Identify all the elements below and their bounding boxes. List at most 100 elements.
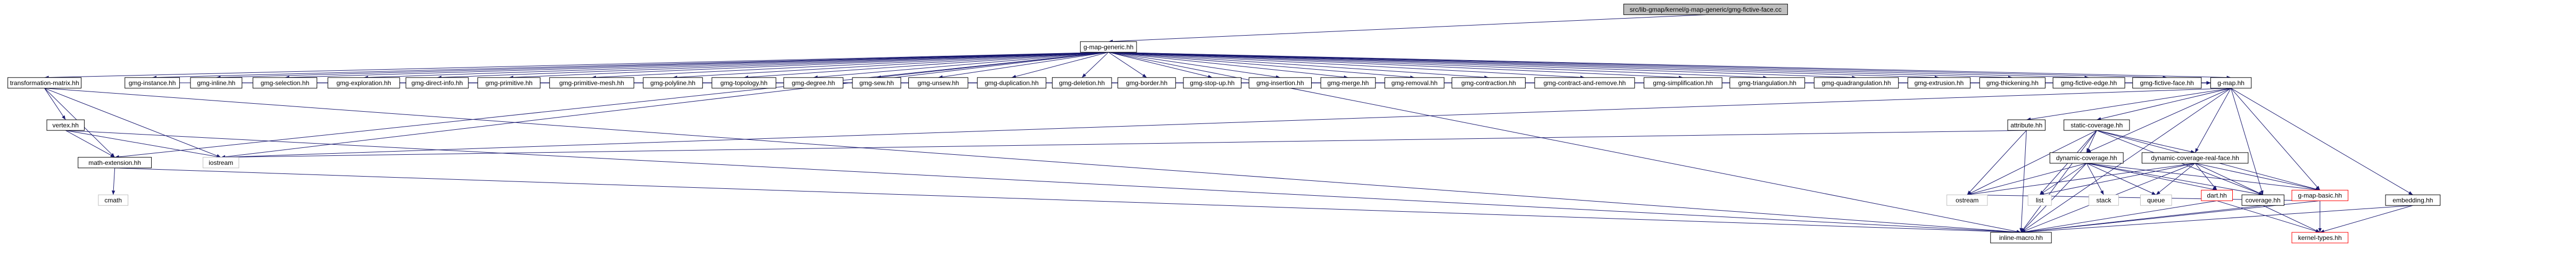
- edge: [44, 52, 1109, 79]
- node-label: gmg-primitive.hh: [485, 79, 533, 87]
- node-label: gmg-topology.hh: [720, 79, 768, 87]
- node-box: [711, 77, 776, 89]
- node-box: [2132, 77, 2202, 89]
- edge: [44, 88, 2022, 234]
- edge: [2086, 163, 2320, 192]
- node-label: gmg-merge.hh: [1327, 79, 1369, 87]
- edge: [2086, 163, 2217, 191]
- node-label: gmg-unsew.hh: [917, 79, 959, 87]
- edge: [2040, 163, 2196, 196]
- edge: [44, 88, 221, 158]
- edge: [2231, 88, 2264, 195]
- node-label: gmg-sew.hh: [859, 79, 894, 87]
- edge: [1967, 163, 2196, 196]
- node-box: [1384, 77, 1445, 89]
- edge: [2020, 88, 2231, 233]
- node-box: [2027, 194, 2052, 206]
- node-label: dynamic-coverage.hh: [2056, 154, 2117, 162]
- node-label: stack: [2096, 196, 2111, 204]
- edge: [221, 130, 2027, 159]
- node-label: cmath: [104, 196, 122, 204]
- node-box: [2210, 77, 2252, 89]
- node-label: gmg-quadrangulation.hh: [1821, 79, 1891, 87]
- node-label: static-coverage.hh: [2070, 121, 2123, 129]
- node-box: [783, 77, 843, 89]
- node-label: gmg-polyline.hh: [650, 79, 695, 87]
- edge: [1967, 130, 2097, 195]
- node-box: [7, 77, 82, 89]
- node-label: gmg-triangulation.hh: [1738, 79, 1796, 87]
- node-label: g-map.hh: [2217, 79, 2244, 87]
- node-box: [1452, 77, 1526, 89]
- node-box: [2291, 189, 2349, 201]
- edge: [2194, 163, 2217, 190]
- edge: [111, 168, 115, 195]
- edge: [2020, 163, 2087, 233]
- edge: [2231, 88, 2321, 190]
- edge: [216, 52, 1109, 79]
- edge: [1081, 52, 1109, 78]
- node-box: [125, 77, 180, 89]
- edge: [114, 168, 2022, 234]
- edge: [285, 52, 1109, 79]
- edge: [2086, 163, 2263, 196]
- node-label: gmg-instance.hh: [129, 79, 176, 87]
- edges: [44, 14, 2413, 234]
- edge: [65, 130, 221, 159]
- node-label: gmg-fictive-edge.hh: [2061, 79, 2117, 87]
- edge: [2194, 88, 2232, 153]
- edge: [437, 52, 1109, 79]
- node-box: [327, 77, 400, 89]
- node-box: [2007, 119, 2045, 131]
- node-label: gmg-deletion.hh: [1059, 79, 1105, 87]
- edge: [2086, 163, 2156, 195]
- edge: [152, 52, 1109, 79]
- node-box: [2140, 194, 2172, 206]
- edge: [1108, 52, 1348, 79]
- node-label: g-map-generic.hh: [1083, 43, 1133, 51]
- edge: [1108, 52, 2089, 79]
- edge: [44, 88, 66, 120]
- edge: [2263, 205, 2321, 233]
- node-label: gmg-contraction.hh: [1461, 79, 1516, 87]
- edge: [509, 52, 1109, 79]
- edge: [1967, 130, 2027, 195]
- node-label: gmg-contract-and-remove.hh: [1544, 79, 1626, 87]
- node-box: [549, 77, 634, 89]
- node-box: [1643, 77, 1722, 89]
- node-box: [2291, 232, 2349, 244]
- node-box: [2141, 152, 2249, 164]
- node-box: [477, 77, 541, 89]
- edge: [363, 52, 1109, 79]
- node-box: [1248, 77, 1312, 89]
- node-box: [98, 194, 129, 206]
- node-label: kernel-types.hh: [2298, 234, 2342, 242]
- node-box: [1729, 77, 1805, 89]
- edge: [2020, 200, 2320, 234]
- edge: [2039, 163, 2087, 195]
- edge: [2097, 130, 2196, 154]
- node-box: [2201, 189, 2233, 201]
- node-label: coverage.hh: [2246, 196, 2281, 204]
- edge: [2194, 163, 2263, 195]
- edge: [2086, 130, 2097, 153]
- edge: [1108, 52, 2012, 79]
- node-label: gmg-exploration.hh: [336, 79, 391, 87]
- node-box: [1051, 77, 1112, 89]
- node-box: [1813, 77, 1899, 89]
- node-label: gmg-border.hh: [1126, 79, 1167, 87]
- node-label: inline-macro.hh: [1999, 234, 2043, 242]
- edge: [114, 52, 1109, 159]
- node-box: [2089, 194, 2119, 206]
- edge: [2320, 205, 2413, 233]
- node-box: [1907, 77, 1971, 89]
- edge: [2020, 130, 2097, 233]
- node-box: [190, 77, 243, 89]
- node-label: queue: [2147, 196, 2165, 204]
- node-box: [2052, 77, 2125, 89]
- edge: [1108, 52, 1683, 79]
- edge: [743, 52, 1109, 79]
- node-label: g-map-basic.hh: [2298, 192, 2342, 199]
